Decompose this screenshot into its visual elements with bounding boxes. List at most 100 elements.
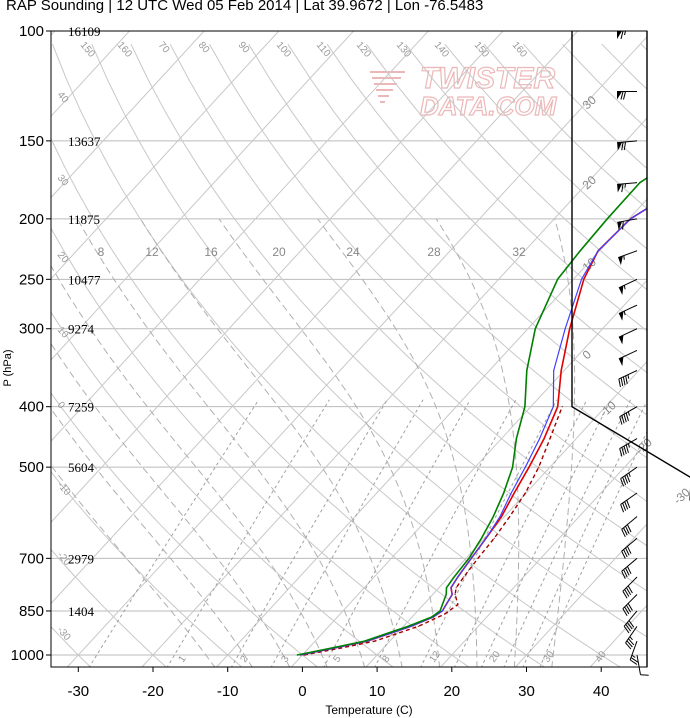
virtual_temperature-line	[300, 207, 647, 656]
dewpoint-point	[557, 278, 559, 280]
barb-flag	[620, 504, 625, 513]
isotherm	[51, 31, 429, 442]
barb-pennant	[617, 221, 623, 231]
wind-barb	[619, 406, 638, 425]
virtual_temperature-point	[580, 278, 583, 280]
barb-pennant	[617, 184, 623, 193]
temperature-line	[300, 207, 647, 656]
barb-half-flag	[629, 636, 633, 641]
barb-half-flag	[624, 183, 627, 188]
mixing-ratio-label: 16	[204, 245, 218, 259]
isotherm-label-right: 30	[580, 93, 600, 113]
dry-adiabat	[248, 43, 647, 459]
barb-flag	[627, 585, 633, 594]
pressure-label-700: 700	[19, 550, 44, 567]
temperature-point	[583, 278, 585, 280]
wind-barb	[618, 278, 638, 295]
wind-barb	[617, 30, 637, 40]
barb-flag	[623, 91, 626, 100]
temp-tick-label: 10	[369, 683, 386, 700]
barb-pennant	[618, 356, 624, 367]
dry-adiabat	[444, 43, 647, 250]
isotherm	[51, 31, 205, 199]
y-axis-title: P (hPa)	[2, 349, 14, 386]
isotherm-label-right: 0	[580, 347, 595, 362]
profiles	[296, 176, 689, 656]
temperature_dashed-point	[454, 593, 456, 596]
wind-barb	[618, 349, 638, 367]
mixing-ratio-label: 32	[512, 245, 526, 259]
barb-pennant	[618, 335, 624, 345]
dewpoint-point	[445, 593, 447, 596]
barb-staff	[618, 250, 638, 259]
moist-adiabat	[51, 407, 253, 667]
barb-flag	[625, 444, 629, 453]
temperature-point	[688, 182, 689, 183]
dry-adiabat-label: 150	[472, 40, 491, 60]
isotherm	[51, 31, 504, 524]
isotherm	[51, 31, 280, 280]
barb-flag	[624, 475, 629, 484]
barb-flag	[621, 142, 624, 151]
dewpoint-point	[407, 625, 409, 628]
temp-tick-label: -30	[67, 683, 89, 700]
isotherm	[141, 117, 647, 667]
dewpoint-point	[534, 328, 536, 330]
barb-staff	[618, 278, 638, 289]
dry-adiabat-label: 120	[354, 40, 373, 60]
wind-barb	[620, 492, 638, 513]
virtual_temperature-point	[552, 406, 554, 408]
barb-staff	[625, 626, 638, 644]
virtual_temperature-point	[553, 369, 555, 372]
isotherm	[215, 198, 647, 667]
mixing-ratio-line	[522, 399, 647, 667]
temperature_dashed-point	[340, 647, 342, 649]
barb-half-flag	[628, 472, 631, 477]
isotherm-label-left: 40	[55, 90, 71, 106]
virtual_temperature-point	[470, 557, 472, 559]
barb-half-flag	[627, 411, 630, 416]
barb-flag	[623, 625, 630, 634]
moist-adiabat	[218, 218, 441, 667]
barb-half-flag	[627, 374, 630, 379]
dry-adiabat	[365, 43, 647, 332]
barb-flag	[621, 415, 625, 424]
barb-flag	[627, 603, 633, 611]
barb-flag	[623, 569, 628, 578]
barb-flag	[624, 589, 630, 597]
dry-adiabat	[51, 392, 319, 667]
wind-barb	[617, 90, 637, 100]
isotherm-label-right: -10	[597, 398, 619, 420]
barb-flag	[630, 657, 639, 663]
pressure-label-200: 200	[19, 211, 44, 228]
barb-flag	[622, 477, 627, 486]
dewpoint-point	[511, 466, 514, 468]
virtual_temperature-point	[450, 587, 452, 589]
dewpoint-point	[468, 557, 470, 559]
temperature-point	[528, 466, 530, 468]
dry-adiabat-label: 90	[236, 40, 252, 56]
dewpoint-point	[296, 654, 298, 656]
dry-adiabat-label: 160	[510, 40, 529, 60]
height-label: 16109	[68, 24, 101, 39]
barb-flag	[622, 590, 628, 599]
barb-flag	[620, 478, 625, 487]
barb-flag	[620, 377, 624, 387]
barb-flag	[625, 624, 631, 632]
isotherm	[514, 523, 647, 667]
isotherm-label-right: 20	[580, 173, 600, 193]
wind-barb	[629, 640, 639, 665]
dry-adiabat	[51, 548, 167, 667]
isotherm-label-left: 0	[55, 400, 67, 412]
barb-flag	[624, 606, 630, 615]
barb-staff	[621, 516, 638, 530]
dewpoint-point	[330, 647, 332, 649]
barb-flag	[626, 474, 631, 483]
mixing-ratio-label: 28	[427, 245, 441, 259]
dry-adiabat	[51, 470, 243, 667]
moist-adiabat	[140, 218, 403, 667]
mixing-ratio-line	[420, 399, 558, 667]
wind-barb	[625, 626, 638, 650]
barb-flag	[623, 527, 628, 536]
temperature-point	[569, 328, 571, 330]
